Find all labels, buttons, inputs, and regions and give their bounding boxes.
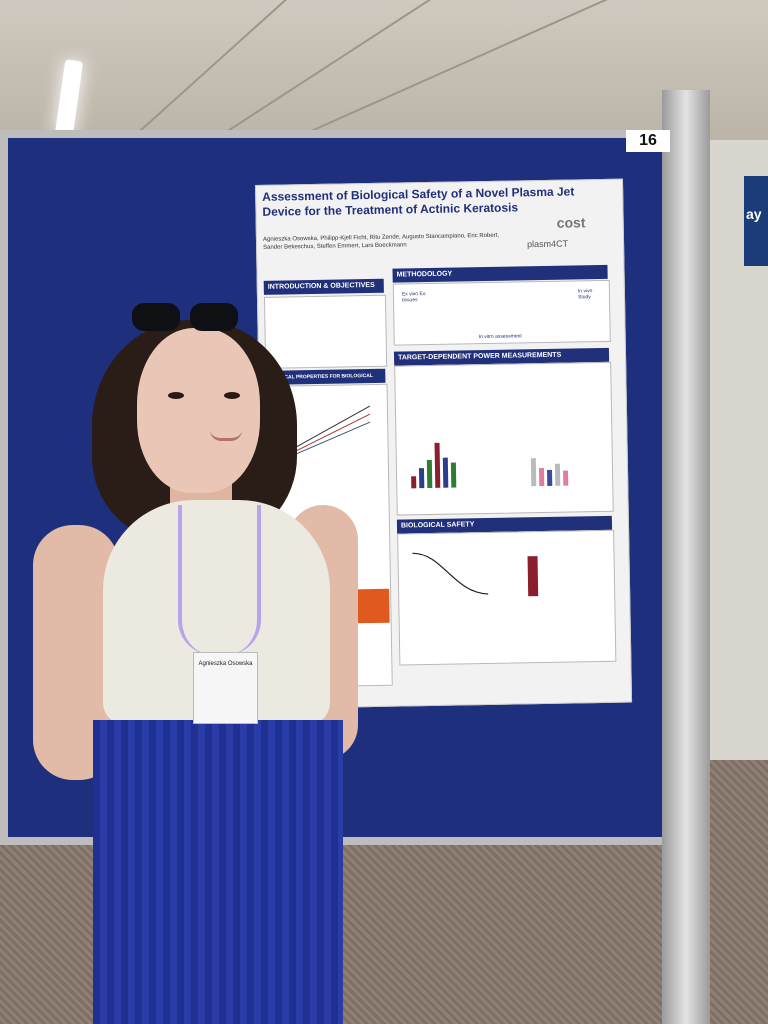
power-bar-chart [410,433,457,489]
right-lens [190,303,238,331]
board-number: 16 [626,130,670,152]
plasma4ct-logo: plasm4CT [526,238,569,250]
cost-logo: cost [556,214,586,231]
in-vivo-label: In vivo Study [577,288,593,301]
bar [411,476,417,489]
bar [426,459,433,489]
display-screen: ay [744,176,768,266]
blue-pleated-skirt [93,720,343,1024]
bar [418,468,425,489]
bar [530,458,537,487]
bar [547,469,553,486]
bar [434,442,441,488]
poster-authors: Agnieszka Osowska, Philipp-Kjell Ficht, … [262,232,500,251]
smile [210,430,242,441]
sigmoid-curve [412,552,489,595]
face [137,328,260,493]
left-lens [132,303,180,331]
sunglasses-icon [128,303,240,335]
bar [450,462,457,488]
in-vitro-label: In vitro assessment [478,333,522,341]
name-badge: Agnieszka Osowska [193,652,258,724]
poster-board-post [662,90,710,1024]
introduction-panel [263,294,388,369]
device-photo [355,588,390,624]
bar [554,463,561,486]
right-eye [224,392,240,399]
left-eye [168,392,184,399]
lanyard [178,505,261,655]
comparison-bar-chart [530,451,569,487]
cytotoxicity-curve [412,552,489,595]
introduction-heading: INTRODUCTION & OBJECTIVES [263,278,384,295]
display-text: ay [746,206,762,222]
viability-bar [527,556,539,597]
bar [442,457,449,488]
bar [538,467,545,487]
ex-vivo-label: Ex vivo Ex: tissues [401,291,427,304]
bar [563,470,569,486]
badge-name: Agnieszka Osowska [198,661,253,667]
